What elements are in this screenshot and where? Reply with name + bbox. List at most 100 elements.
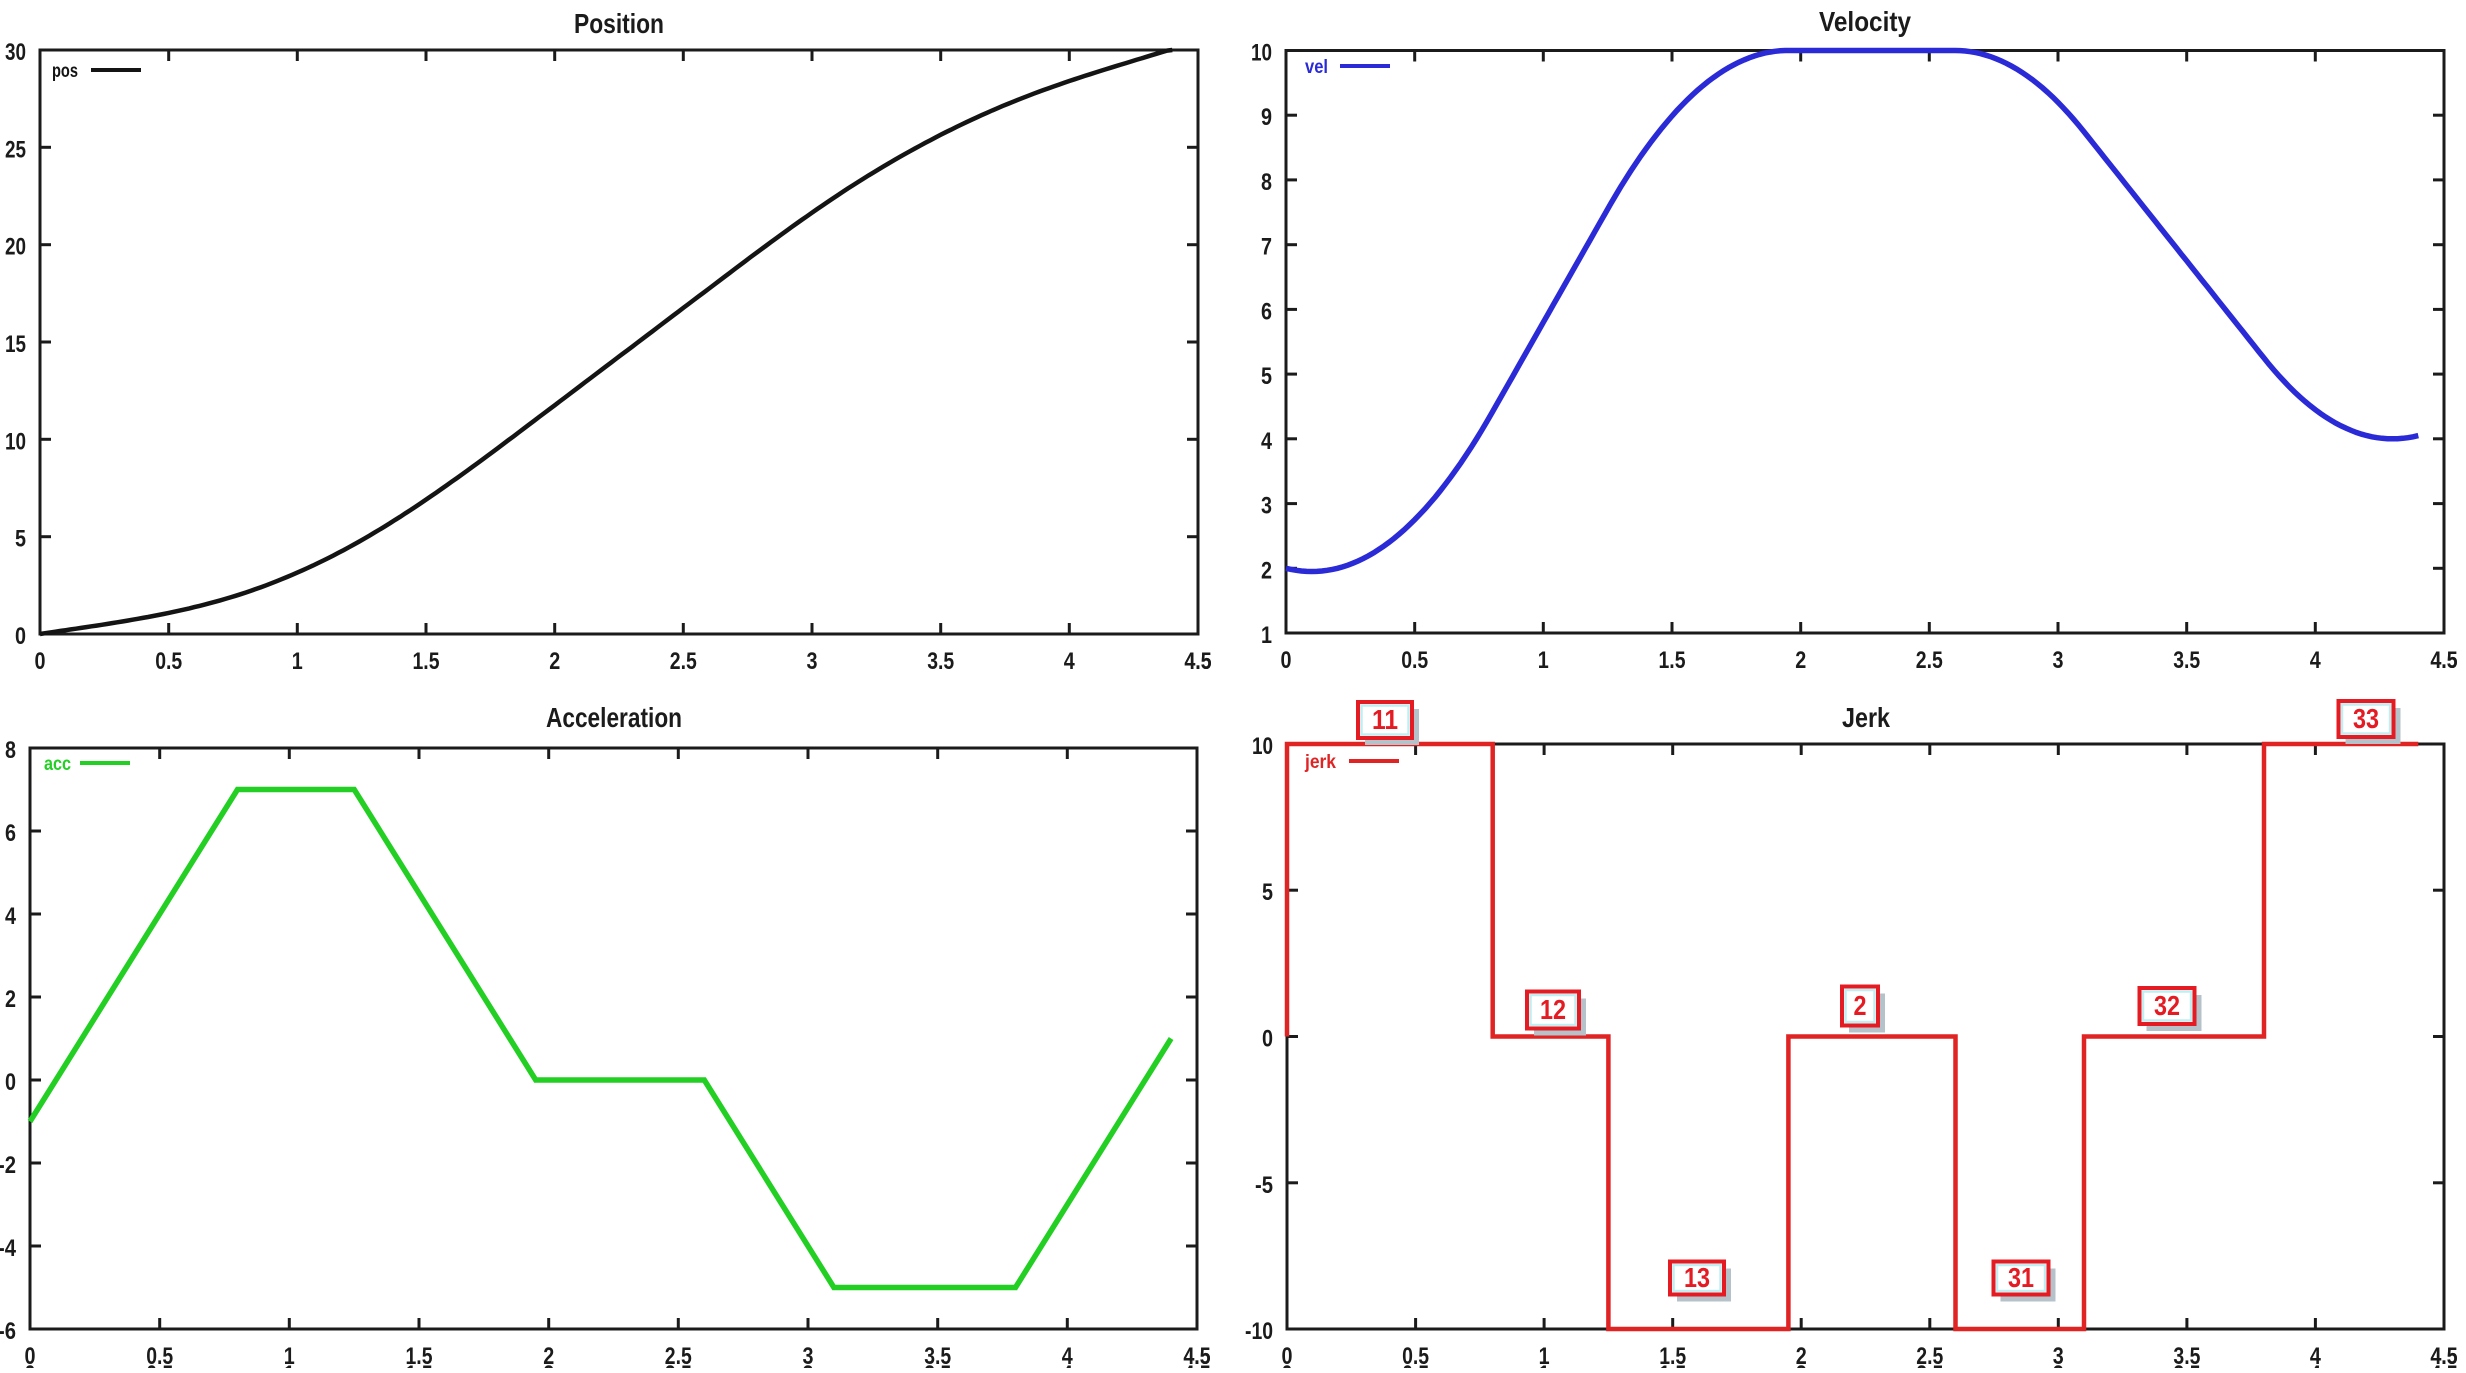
- svg-text:pos: pos: [52, 61, 78, 82]
- svg-text:3: 3: [807, 648, 818, 675]
- svg-text:-10: -10: [1245, 1318, 1273, 1345]
- svg-text:15: 15: [5, 331, 26, 358]
- svg-text:-4: -4: [0, 1235, 17, 1262]
- svg-text:3: 3: [2053, 1343, 2064, 1368]
- svg-text:2: 2: [5, 986, 16, 1013]
- svg-text:0: 0: [5, 1069, 16, 1096]
- svg-text:8: 8: [5, 737, 16, 764]
- svg-text:1: 1: [292, 648, 303, 675]
- svg-text:3: 3: [803, 1343, 814, 1368]
- svg-text:3.5: 3.5: [924, 1361, 951, 1368]
- svg-text:25: 25: [5, 136, 26, 163]
- svg-text:1: 1: [1538, 647, 1549, 674]
- svg-text:4: 4: [5, 903, 17, 930]
- svg-text:1.5: 1.5: [1659, 1361, 1686, 1368]
- svg-text:4.5: 4.5: [1185, 648, 1212, 675]
- svg-text:1.5: 1.5: [1659, 1343, 1686, 1368]
- svg-text:2.5: 2.5: [1916, 647, 1943, 674]
- svg-text:-5: -5: [1255, 1172, 1273, 1199]
- svg-text:2.5: 2.5: [670, 648, 697, 675]
- svg-text:2: 2: [549, 648, 560, 675]
- svg-text:Position: Position: [574, 8, 664, 39]
- svg-text:2: 2: [543, 1361, 554, 1368]
- svg-text:1: 1: [1539, 1361, 1550, 1368]
- svg-text:vel: vel: [1305, 57, 1328, 78]
- svg-text:10: 10: [5, 428, 26, 455]
- svg-text:4: 4: [2310, 1343, 2322, 1368]
- svg-text:2: 2: [1796, 1361, 1807, 1368]
- svg-text:3: 3: [2053, 1361, 2064, 1368]
- svg-text:4.5: 4.5: [2431, 647, 2458, 674]
- svg-text:-2: -2: [0, 1152, 16, 1179]
- svg-text:3.5: 3.5: [927, 648, 954, 675]
- svg-text:3: 3: [1261, 493, 1272, 520]
- svg-text:Acceleration: Acceleration: [546, 702, 682, 733]
- svg-text:0.5: 0.5: [146, 1361, 173, 1368]
- svg-text:1: 1: [284, 1361, 295, 1368]
- svg-text:7: 7: [1261, 234, 1272, 261]
- svg-text:2: 2: [1795, 647, 1806, 674]
- svg-text:4: 4: [1064, 648, 1076, 675]
- svg-text:1: 1: [1539, 1343, 1550, 1368]
- svg-text:6: 6: [5, 820, 16, 847]
- svg-text:4.5: 4.5: [2431, 1361, 2458, 1368]
- svg-text:20: 20: [5, 234, 26, 261]
- svg-text:5: 5: [1261, 363, 1272, 390]
- svg-text:2.5: 2.5: [665, 1343, 692, 1368]
- svg-text:jerk: jerk: [1304, 752, 1336, 773]
- svg-text:0: 0: [25, 1361, 36, 1368]
- svg-text:0.5: 0.5: [1402, 1361, 1429, 1368]
- svg-text:4.5: 4.5: [1184, 1343, 1211, 1368]
- svg-text:5: 5: [15, 526, 26, 553]
- svg-text:33: 33: [2353, 703, 2379, 734]
- svg-text:4.5: 4.5: [2431, 647, 2458, 674]
- svg-text:32: 32: [2154, 990, 2180, 1021]
- svg-text:4: 4: [1261, 428, 1273, 455]
- svg-text:1.5: 1.5: [413, 648, 440, 675]
- svg-text:3.5: 3.5: [2173, 1361, 2200, 1368]
- svg-text:10: 10: [1251, 40, 1272, 67]
- svg-text:0: 0: [25, 1343, 36, 1368]
- svg-text:4: 4: [2310, 1361, 2322, 1368]
- svg-text:10: 10: [1252, 733, 1273, 760]
- svg-text:2.5: 2.5: [665, 1361, 692, 1368]
- svg-text:0.5: 0.5: [1401, 647, 1428, 674]
- svg-text:2: 2: [1796, 1343, 1807, 1368]
- svg-text:0: 0: [1281, 647, 1292, 674]
- svg-text:1.5: 1.5: [406, 1361, 433, 1368]
- svg-text:0: 0: [1262, 1026, 1273, 1053]
- svg-text:0: 0: [15, 623, 26, 650]
- svg-text:3: 3: [803, 1361, 814, 1368]
- svg-text:0.5: 0.5: [146, 1343, 173, 1368]
- svg-text:2.5: 2.5: [1916, 1343, 1943, 1368]
- svg-text:1: 1: [1261, 622, 1272, 649]
- svg-text:0: 0: [1282, 1343, 1293, 1368]
- svg-text:Jerk: Jerk: [1842, 702, 1890, 733]
- svg-text:13: 13: [1684, 1262, 1710, 1293]
- svg-text:12: 12: [1540, 994, 1566, 1025]
- svg-text:2: 2: [1854, 990, 1867, 1021]
- svg-text:0.5: 0.5: [155, 648, 182, 675]
- svg-text:4.5: 4.5: [2431, 1343, 2458, 1368]
- svg-text:9: 9: [1261, 104, 1272, 131]
- svg-text:6: 6: [1261, 298, 1272, 325]
- svg-text:1.5: 1.5: [1659, 647, 1686, 674]
- svg-text:1: 1: [284, 1343, 295, 1368]
- svg-text:acc: acc: [44, 754, 71, 775]
- svg-text:31: 31: [2008, 1262, 2034, 1293]
- svg-text:4: 4: [1062, 1361, 1074, 1368]
- svg-text:0.5: 0.5: [1402, 1343, 1429, 1368]
- svg-text:1.5: 1.5: [406, 1343, 433, 1368]
- svg-text:2: 2: [543, 1343, 554, 1368]
- svg-text:4.5: 4.5: [1184, 1361, 1211, 1368]
- svg-text:-6: -6: [0, 1318, 16, 1345]
- svg-text:5: 5: [1262, 879, 1273, 906]
- svg-text:0: 0: [35, 648, 46, 675]
- svg-text:0: 0: [1282, 1361, 1293, 1368]
- svg-text:4.5: 4.5: [1184, 1343, 1211, 1368]
- svg-text:3.5: 3.5: [2173, 1343, 2200, 1368]
- svg-text:4: 4: [1062, 1343, 1074, 1368]
- svg-text:3: 3: [2053, 647, 2064, 674]
- svg-text:11: 11: [1372, 704, 1398, 735]
- svg-text:8: 8: [1261, 169, 1272, 196]
